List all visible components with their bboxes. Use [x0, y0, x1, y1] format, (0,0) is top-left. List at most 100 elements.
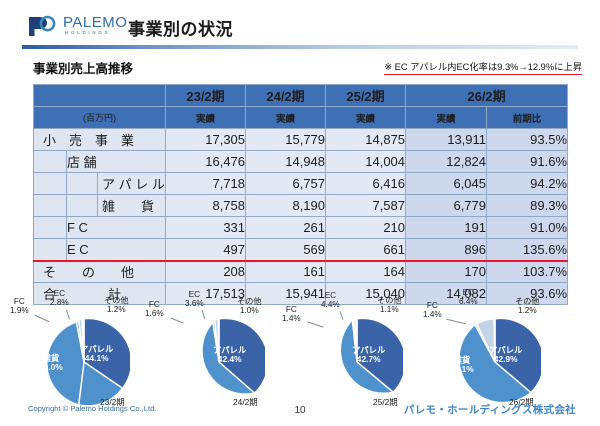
header-period-3: 26/2期 — [405, 84, 569, 107]
row-5-val-0: 497 — [165, 238, 247, 262]
row-1-indent — [33, 150, 67, 173]
pie-2-label-fc: FC 1.4% — [282, 305, 301, 323]
row-7-val-3: 14,082 — [405, 282, 488, 305]
table-row: 小 売 事 業 17,305 15,779 14,875 13,911 93.5… — [32, 128, 569, 151]
table-row: ア パ レ ル 7,718 6,757 6,416 6,045 94.2% — [33, 172, 569, 195]
pie-chart-row: FC 1.9% EC 2.8% その他 1.2% アパレル 44.1% 雑貨 5… — [0, 288, 600, 407]
header-unit: (百万円) — [32, 106, 167, 129]
header-sub-0: 実績 — [165, 106, 247, 129]
pie-2-period: 25/2期 — [373, 397, 398, 407]
pie-3-label-other: その他 1.2% — [515, 297, 540, 315]
row-6-val-3: 170 — [405, 260, 488, 283]
header-sub-4: 前期比 — [486, 106, 569, 129]
slice-zakka — [458, 323, 533, 404]
row-label-3: 雑 貨 — [96, 194, 167, 217]
slice-apparel — [494, 317, 541, 394]
row-4-indent — [33, 216, 67, 239]
pie-0-inlabel-apparel: アパレル 44.1% — [80, 344, 114, 364]
row-6-val-4: 103.7% — [486, 260, 569, 283]
slice-other — [217, 318, 220, 363]
header-period-0: 23/2期 — [165, 84, 247, 107]
pie-1-label-other: その他 1.0% — [237, 297, 262, 315]
row-3-val-3: 6,779 — [405, 194, 488, 217]
slice-zakka-2 — [46, 321, 85, 406]
row-6-val-2: 164 — [325, 260, 407, 283]
table-row: E C 497 569 661 896 135.6% — [33, 238, 569, 262]
row-7-val-0: 17,513 — [165, 282, 247, 305]
row-0-val-3: 13,911 — [405, 128, 488, 151]
pie-chart-2-graphic — [339, 317, 403, 394]
row-3-indent-b — [66, 194, 98, 217]
pie-3-label-ec: EC 6.4% — [459, 288, 478, 306]
row-3-val-0: 8,758 — [165, 194, 247, 217]
pie-chart-3: FC 1.4% EC 6.4% その他 1.2% アパレル 42.9% 雑貨 4… — [419, 288, 569, 407]
row-6-val-1: 161 — [245, 260, 327, 283]
row-4-val-0: 331 — [165, 216, 247, 239]
row-2-val-0: 7,718 — [165, 172, 247, 195]
pie-3-inlabel-apparel: アパレル 42.9% — [489, 345, 523, 365]
row-1-val-0: 16,476 — [165, 150, 247, 173]
row-2-val-3: 6,045 — [405, 172, 488, 195]
header-corner-blank — [32, 84, 167, 107]
segment-sales-table: 23/2期 24/2期 25/2期 26/2期 (百万円) 実績 実績 実績 実… — [32, 84, 569, 305]
row-5-val-3: 896 — [405, 238, 488, 262]
section-title: 事業別売上高推移 — [33, 62, 134, 76]
pie-3-period: 26/2期 — [509, 397, 534, 407]
pie-2-inlabel-apparel: アパレル 42.7% — [352, 345, 386, 365]
row-3-indent-a — [33, 194, 67, 217]
pie-0-label-ec: EC 2.8% — [50, 289, 69, 307]
row-0-val-1: 15,779 — [245, 128, 327, 151]
slice-apparel — [83, 317, 130, 390]
table-row: 店 舗 16,476 14,948 14,004 12,824 91.6% — [33, 150, 569, 173]
logo-wordmark: PALEMO — [63, 14, 128, 31]
pie-chart-0: FC 1.9% EC 2.8% その他 1.2% アパレル 44.1% 雑貨 5… — [8, 288, 158, 407]
pie-3-label-fc: FC 1.4% — [423, 301, 442, 319]
row-label-1: 店 舗 — [65, 150, 167, 173]
slice-other — [493, 318, 496, 363]
row-7-val-2: 15,040 — [325, 282, 407, 305]
company-name: パレモ・ホールディングス株式会社 — [403, 404, 576, 416]
row-label-6: そ の 他 — [32, 260, 167, 283]
pie-1-inlabel-zakka: 雑貨 51.4% — [175, 354, 199, 374]
pie-2-label-ec: EC 4.4% — [321, 291, 340, 309]
slice-other — [81, 317, 85, 363]
row-3-val-1: 8,190 — [245, 194, 327, 217]
header-sub-2: 実績 — [325, 106, 407, 129]
header-period-1: 24/2期 — [245, 84, 327, 107]
header-period-2: 25/2期 — [325, 84, 407, 107]
pie-0-label-fc: FC 1.9% — [10, 297, 29, 315]
pie-1-label-ec: EC 3.6% — [185, 290, 204, 308]
row-label-0: 小 売 事 業 — [32, 128, 167, 151]
pie-0-label-other: その他 1.2% — [104, 296, 129, 314]
pie-chart-2: FC 1.4% EC 4.4% その他 1.1% アパレル 42.7% 雑貨 5… — [281, 288, 431, 407]
row-1-val-3: 12,824 — [405, 150, 488, 173]
pie-2-label-other: その他 1.1% — [377, 296, 402, 314]
page-title: 事業別の状況 — [128, 20, 233, 39]
palemo-logo: PALEMO HOLDINGS — [27, 14, 127, 40]
row-1-val-4: 91.6% — [486, 150, 569, 173]
row-3-val-4: 89.3% — [486, 194, 569, 217]
slice-apparel — [218, 317, 265, 395]
header-sub-3: 実績 — [405, 106, 488, 129]
row-label-3-text: 雑 貨 — [102, 199, 155, 214]
row-4-val-3: 191 — [405, 216, 488, 239]
slice-zakka — [339, 318, 395, 394]
row-5-val-2: 661 — [325, 238, 407, 262]
row-4-val-2: 210 — [325, 216, 407, 239]
row-label-2: ア パ レ ル — [96, 172, 167, 195]
row-label-4: F C — [65, 216, 167, 239]
row-0-val-2: 14,875 — [325, 128, 407, 151]
row-2-val-1: 6,757 — [245, 172, 327, 195]
pie-chart-3-graphic — [458, 317, 541, 404]
slice-zakka — [77, 360, 124, 407]
pie-1-period: 24/2期 — [233, 397, 258, 407]
pie-chart-0-graphic — [46, 317, 130, 407]
table-row: F C 331 261 210 191 91.0% — [33, 216, 569, 239]
row-label-7-text: 合 計 — [43, 287, 122, 302]
slice-other — [355, 318, 358, 363]
pie-0-period: 23/2期 — [100, 397, 125, 407]
row-7-val-1: 15,941 — [245, 282, 327, 305]
title-divider — [22, 45, 578, 49]
table-row: 雑 貨 8,758 8,190 7,587 6,779 89.3% — [33, 194, 569, 217]
